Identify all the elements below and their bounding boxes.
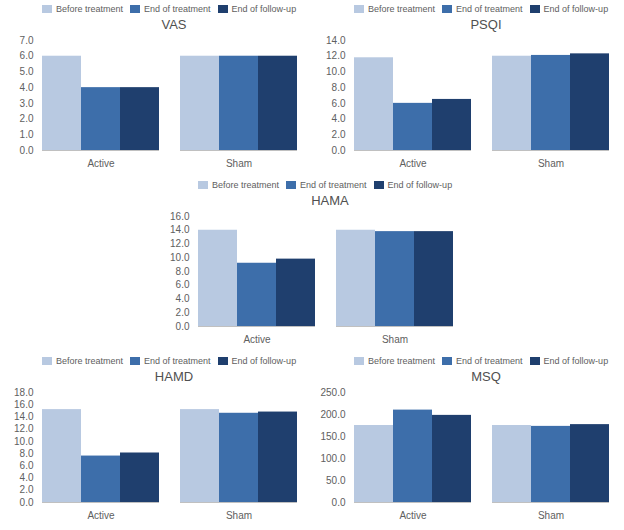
html-text:MSQ: MSQ xyxy=(471,369,501,384)
svg-text:5.0: 5.0 xyxy=(20,66,34,77)
html-text:VAS: VAS xyxy=(161,17,187,32)
svg-text:Sham: Sham xyxy=(226,510,252,521)
svg-text:2.0: 2.0 xyxy=(20,484,34,495)
svg-text:Sham: Sham xyxy=(538,510,564,521)
svg-text:Active: Active xyxy=(399,510,427,521)
svg-text:0.0: 0.0 xyxy=(20,497,34,508)
svg-text:Sham: Sham xyxy=(226,158,252,169)
html-text:End of treatment: End of treatment xyxy=(300,180,367,190)
svg-text:18.0: 18.0 xyxy=(14,387,34,398)
svg-text:16.0: 16.0 xyxy=(14,399,34,410)
html-text:Before treatment: Before treatment xyxy=(368,356,435,366)
svg-text:4.0: 4.0 xyxy=(176,293,190,304)
svg-text:4.0: 4.0 xyxy=(20,82,34,93)
svg-text:8.0: 8.0 xyxy=(20,448,34,459)
svg-text:100.0: 100.0 xyxy=(320,453,345,464)
html-text:Before treatment: Before treatment xyxy=(56,356,123,366)
html-text:Before treatment: Before treatment xyxy=(212,180,279,190)
svg-text:Active: Active xyxy=(87,158,115,169)
html-text:Before treatment: Before treatment xyxy=(56,4,123,14)
svg-text:0.0: 0.0 xyxy=(176,321,190,332)
svg-text:10.0: 10.0 xyxy=(14,436,34,447)
svg-text:6.0: 6.0 xyxy=(20,460,34,471)
svg-text:10.0: 10.0 xyxy=(326,66,346,77)
svg-text:Sham: Sham xyxy=(382,334,408,345)
html-text:End of follow-up: End of follow-up xyxy=(543,356,609,366)
html-text:End of follow-up: End of follow-up xyxy=(543,4,609,14)
svg-text:Sham: Sham xyxy=(538,158,564,169)
svg-text:4.0: 4.0 xyxy=(332,113,346,124)
html-text:End of treatment: End of treatment xyxy=(456,356,523,366)
html-text:HAMD: HAMD xyxy=(154,369,194,384)
svg-text:16.0: 16.0 xyxy=(170,211,190,222)
svg-text:6.0: 6.0 xyxy=(176,279,190,290)
html-text:End of treatment: End of treatment xyxy=(144,356,211,366)
html-text:PSQI: PSQI xyxy=(470,17,502,32)
html-text:End of follow-up: End of follow-up xyxy=(231,356,297,366)
html-text:End of follow-up: End of follow-up xyxy=(231,4,297,14)
svg-text:150.0: 150.0 xyxy=(320,431,345,442)
svg-text:12.0: 12.0 xyxy=(326,50,346,61)
html-text:HAMA: HAMA xyxy=(311,193,349,208)
html-text:End of follow-up: End of follow-up xyxy=(387,180,453,190)
svg-text:12.0: 12.0 xyxy=(170,238,190,249)
svg-text:Active: Active xyxy=(399,158,427,169)
svg-text:Active: Active xyxy=(243,334,271,345)
svg-text:2.0: 2.0 xyxy=(176,307,190,318)
svg-text:0.0: 0.0 xyxy=(332,145,346,156)
svg-text:3.0: 3.0 xyxy=(20,98,34,109)
svg-text:7.0: 7.0 xyxy=(20,35,34,46)
svg-text:0.0: 0.0 xyxy=(332,497,346,508)
svg-text:2.0: 2.0 xyxy=(20,113,34,124)
html-text:End of treatment: End of treatment xyxy=(456,4,523,14)
svg-text:8.0: 8.0 xyxy=(332,82,346,93)
svg-text:14.0: 14.0 xyxy=(170,224,190,235)
html-text:End of treatment: End of treatment xyxy=(144,4,211,14)
svg-text:250.0: 250.0 xyxy=(320,387,345,398)
svg-text:14.0: 14.0 xyxy=(326,35,346,46)
svg-text:200.0: 200.0 xyxy=(320,409,345,420)
svg-text:50.0: 50.0 xyxy=(326,475,346,486)
svg-text:Active: Active xyxy=(87,510,115,521)
svg-text:4.0: 4.0 xyxy=(20,472,34,483)
html-text:Before treatment: Before treatment xyxy=(368,4,435,14)
svg-text:1.0: 1.0 xyxy=(20,129,34,140)
svg-text:10.0: 10.0 xyxy=(170,252,190,263)
svg-text:0.0: 0.0 xyxy=(20,145,34,156)
svg-text:6.0: 6.0 xyxy=(332,98,346,109)
svg-text:6.0: 6.0 xyxy=(20,50,34,61)
svg-text:14.0: 14.0 xyxy=(14,411,34,422)
svg-text:8.0: 8.0 xyxy=(176,266,190,277)
svg-text:12.0: 12.0 xyxy=(14,423,34,434)
svg-text:2.0: 2.0 xyxy=(332,129,346,140)
